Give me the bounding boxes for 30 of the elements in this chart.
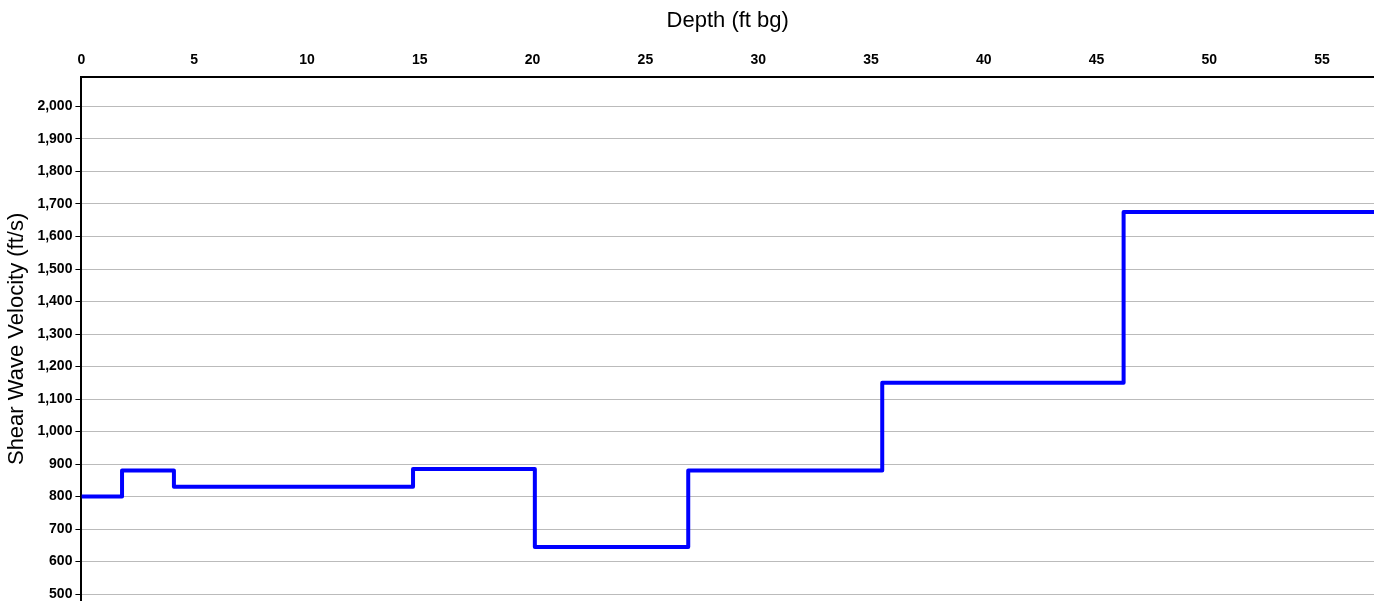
y-axis-title: Shear Wave Velocity (ft/s): [3, 212, 29, 466]
y-tick-label: 1,400: [37, 292, 73, 309]
y-tick-label: 1,800: [37, 162, 73, 179]
y-tick-label: 900: [49, 454, 73, 471]
x-tick-label: 15: [412, 50, 428, 67]
y-tick-label: 1,000: [37, 422, 73, 439]
x-tick-label: 25: [637, 50, 654, 67]
y-tick-label: 800: [49, 487, 73, 504]
y-tick-label: 1,700: [37, 194, 73, 211]
x-tick-label: 30: [750, 50, 767, 67]
x-tick-label: 0: [77, 50, 86, 67]
y-tick-label: 1,100: [37, 389, 73, 406]
y-tick-label: 600: [49, 552, 73, 569]
x-tick-label: 10: [299, 50, 316, 67]
y-tick-label: 1,300: [37, 324, 73, 341]
x-tick-label: 35: [863, 50, 879, 67]
y-tick-label: 1,900: [37, 129, 73, 146]
y-tick-label: 1,500: [37, 259, 73, 276]
x-tick-label: 55: [1314, 50, 1331, 67]
x-tick-label: 5: [190, 50, 199, 67]
x-axis-title: Depth (ft bg): [666, 7, 789, 33]
y-tick-label: 1,200: [37, 357, 73, 374]
y-tick-label: 500: [49, 584, 73, 601]
x-tick-label: 40: [975, 50, 992, 67]
y-tick-label: 700: [49, 519, 73, 536]
y-tick-label: 2,000: [37, 97, 73, 114]
x-tick-label: 50: [1201, 50, 1218, 67]
x-tick-label: 45: [1088, 50, 1105, 67]
y-tick-label: 1,600: [37, 227, 73, 244]
x-tick-label: 20: [524, 50, 541, 67]
